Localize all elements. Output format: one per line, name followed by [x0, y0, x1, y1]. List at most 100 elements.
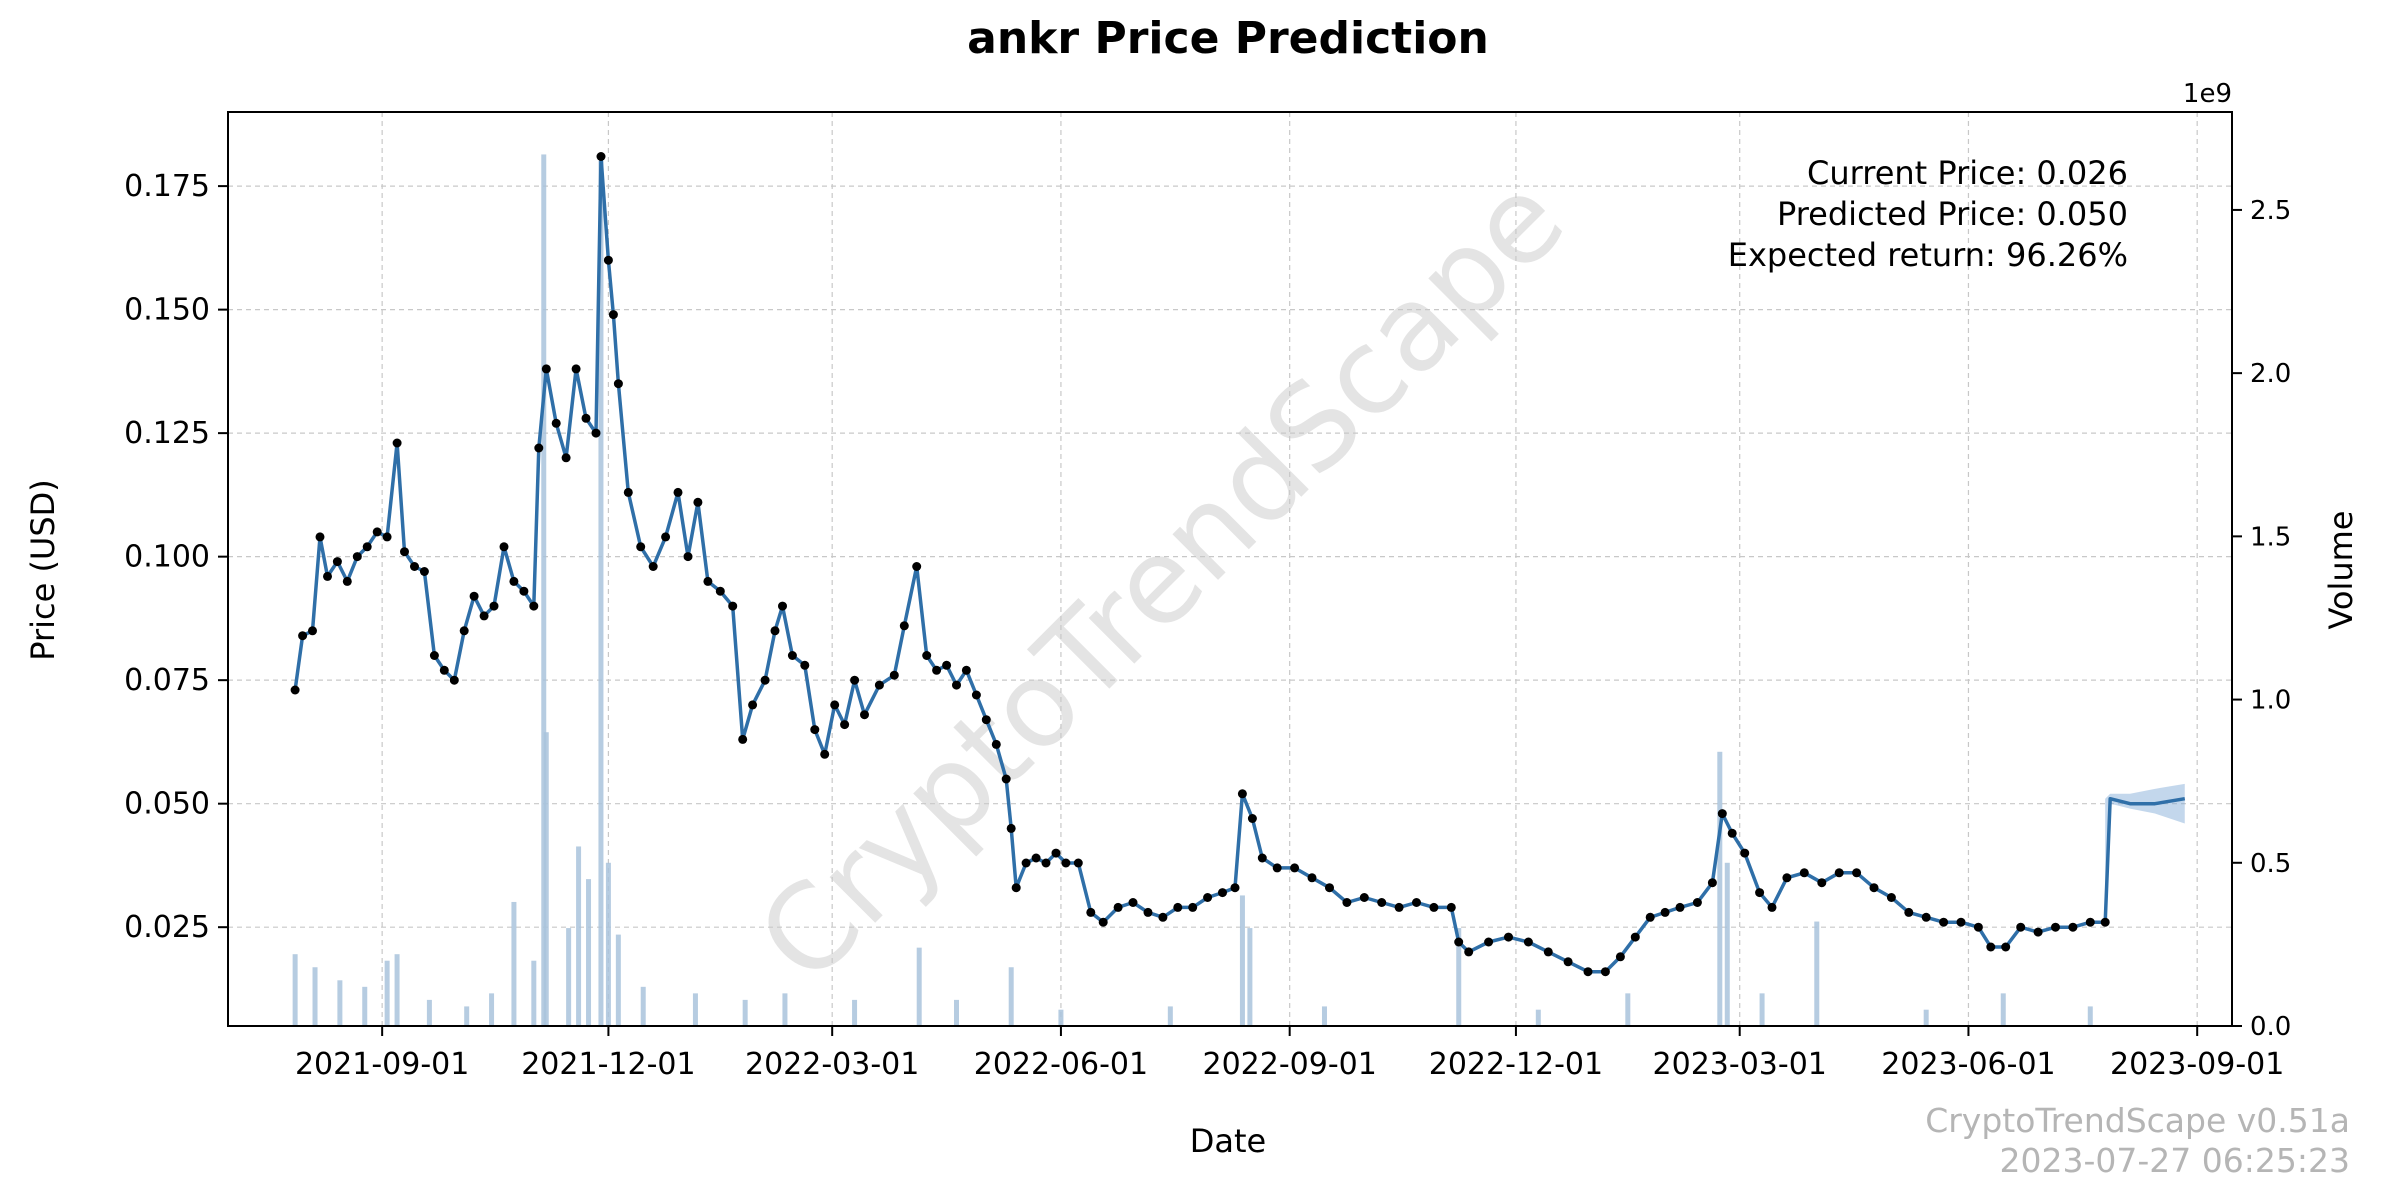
volume-bar — [541, 154, 547, 1026]
price-point — [942, 660, 952, 670]
x-tick-label: 2022-06-01 — [974, 1047, 1148, 1082]
price-point — [971, 690, 981, 700]
price-point — [1717, 809, 1727, 819]
price-point — [1707, 878, 1717, 888]
price-point — [1325, 883, 1334, 893]
price-point — [1464, 947, 1474, 957]
x-axis-ticks: 2021-09-01 2021-12-01 2022-03-01 2022-06-01… — [295, 1026, 2284, 1082]
price-point — [787, 651, 797, 660]
x-tick-label: 2022-03-01 — [745, 1047, 919, 1082]
y2-tick-label: 2.0 — [2250, 359, 2291, 389]
price-point — [571, 364, 581, 374]
price-point — [1630, 932, 1640, 942]
price-point — [591, 428, 601, 438]
volume-bar — [1058, 1009, 1064, 1026]
price-point — [613, 379, 623, 389]
price-point — [1563, 957, 1573, 967]
price-point — [1247, 814, 1257, 823]
price-point — [1128, 898, 1138, 907]
price-point — [1799, 868, 1809, 878]
price-point — [323, 571, 332, 581]
price-point — [541, 364, 551, 374]
y2-tick-label: 0.0 — [2250, 1012, 2291, 1042]
price-point — [1600, 967, 1610, 977]
y2-tick-label: 1.5 — [2250, 522, 2291, 552]
volume-bar — [916, 947, 922, 1026]
price-point — [509, 576, 519, 586]
price-point — [551, 418, 561, 428]
price-point — [1446, 902, 1456, 912]
price-point — [1307, 873, 1317, 883]
volume-bar — [1247, 928, 1253, 1026]
volume-bar — [511, 901, 517, 1026]
price-point — [952, 680, 961, 690]
volume-bar — [692, 993, 698, 1026]
price-point — [1006, 823, 1016, 833]
volume-bar — [852, 999, 858, 1026]
price-point — [298, 631, 308, 641]
price-point — [449, 675, 459, 685]
y-axis-title: Price (USD) — [24, 479, 62, 661]
price-point — [715, 586, 725, 596]
volume-bar — [1814, 921, 1820, 1026]
price-point — [1921, 912, 1931, 922]
price-point — [382, 532, 392, 542]
price-point — [479, 611, 489, 621]
price-point — [850, 675, 860, 685]
price-point — [912, 562, 922, 571]
price-point — [703, 576, 713, 586]
price-point — [693, 497, 703, 507]
price-point — [932, 665, 942, 675]
price-point — [738, 734, 748, 744]
price-point — [1852, 868, 1862, 878]
price-point — [429, 651, 439, 660]
price-point — [1394, 902, 1404, 912]
x-tick-label: 2021-12-01 — [521, 1047, 695, 1082]
volume-bar — [1321, 1006, 1327, 1026]
volume-bar — [742, 999, 748, 1026]
x-tick-label: 2022-12-01 — [1429, 1047, 1603, 1082]
price-point — [1377, 898, 1387, 907]
volume-bar — [464, 1006, 470, 1026]
price-point — [581, 413, 591, 423]
price-point — [728, 601, 738, 611]
price-point — [683, 552, 693, 562]
price-point — [1158, 912, 1168, 922]
volume-bar — [362, 986, 368, 1026]
volume-bar — [489, 993, 495, 1026]
price-point — [1660, 907, 1670, 917]
price-point — [2068, 922, 2078, 932]
volume-bar — [384, 960, 390, 1026]
footer-timestamp: 2023-07-27 06:25:23 — [2000, 1141, 2350, 1180]
price-point — [1767, 902, 1777, 912]
price-point — [342, 576, 352, 586]
price-point — [636, 542, 646, 552]
price-point — [1973, 922, 1983, 932]
price-point — [1956, 917, 1966, 927]
price-point — [596, 152, 606, 161]
price-point — [1454, 937, 1464, 947]
price-point — [623, 487, 633, 497]
price-point — [315, 532, 325, 542]
price-point — [810, 725, 820, 735]
price-point — [469, 591, 479, 601]
price-point — [489, 601, 499, 611]
price-point — [1098, 917, 1108, 927]
plot-frame — [227, 111, 2233, 1027]
volume-bar — [531, 960, 537, 1026]
price-point — [1615, 952, 1625, 962]
price-point — [1218, 888, 1227, 898]
price-point — [561, 453, 571, 463]
chart-title: ankr Price Prediction — [967, 13, 1489, 64]
price-point — [1782, 873, 1792, 883]
x-tick-label: 2023-09-01 — [2110, 1047, 2284, 1082]
price-point — [770, 626, 780, 636]
volume-bar — [1456, 928, 1462, 1026]
price-point — [1113, 902, 1123, 912]
y-tick-label: 0.075 — [124, 663, 210, 698]
price-point — [372, 527, 382, 537]
price-point — [1817, 878, 1827, 888]
price-point — [1173, 902, 1183, 912]
y2-axis-title: Volume — [2322, 510, 2360, 629]
